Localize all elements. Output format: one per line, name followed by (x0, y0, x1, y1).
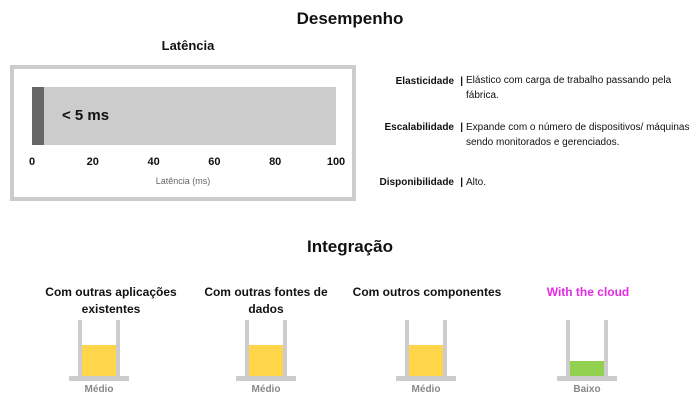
latency-panel: < 5 ms 0 20 40 60 80 100 Latência (ms) (10, 65, 356, 201)
gauge-fill (82, 345, 116, 376)
latency-tick-40: 40 (147, 156, 160, 168)
latency-value-label: < 5 ms (62, 107, 110, 124)
integration-level-label: Médio (411, 384, 441, 395)
integration-level-label: Médio (251, 384, 281, 395)
property-desc-scalability: Expande com o número de dispositivos/ má… (466, 122, 690, 148)
latency-tick-80: 80 (269, 156, 282, 168)
integration-item-title: With the cloud (546, 285, 630, 299)
gauge-fill (570, 360, 604, 376)
integration-item-title: Com outras fontes de dados (204, 285, 328, 316)
gauge-fill (249, 345, 283, 376)
property-label-availability: Disponibilidade (362, 176, 463, 190)
property-desc-availability: Alto. (466, 177, 487, 188)
integration-title: Integração (307, 237, 393, 256)
gauge-fill (409, 345, 443, 376)
latency-tick-60: 60 (208, 156, 221, 168)
latency-title: Latência (161, 38, 215, 53)
performance-title: Desempenho (296, 9, 404, 28)
integration-level-label: Baixo (573, 384, 601, 395)
property-desc-elasticity: Elástico com carga de trabalho passando … (466, 75, 672, 101)
property-label-elasticity: Elasticidade (362, 75, 463, 89)
integration-item-title: Com outros componentes (352, 285, 502, 299)
latency-tick-0: 0 (28, 156, 36, 168)
latency-axis-label: Latência (ms) (155, 176, 211, 186)
latency-bar-fill (32, 87, 45, 145)
latency-tick-20: 20 (86, 156, 99, 168)
integration-level-gauge (69, 320, 129, 382)
integration-level-gauge (236, 320, 296, 382)
integration-level-gauge (557, 320, 617, 382)
integration-level-gauge (396, 320, 456, 382)
latency-tick-100: 100 (326, 156, 346, 168)
latency-bar-track: < 5 ms (32, 87, 336, 145)
integration-level-label: Médio (84, 384, 114, 395)
integration-item-title: Com outras aplicações existentes (45, 285, 177, 316)
property-label-scalability: Escalabilidade (362, 121, 463, 135)
